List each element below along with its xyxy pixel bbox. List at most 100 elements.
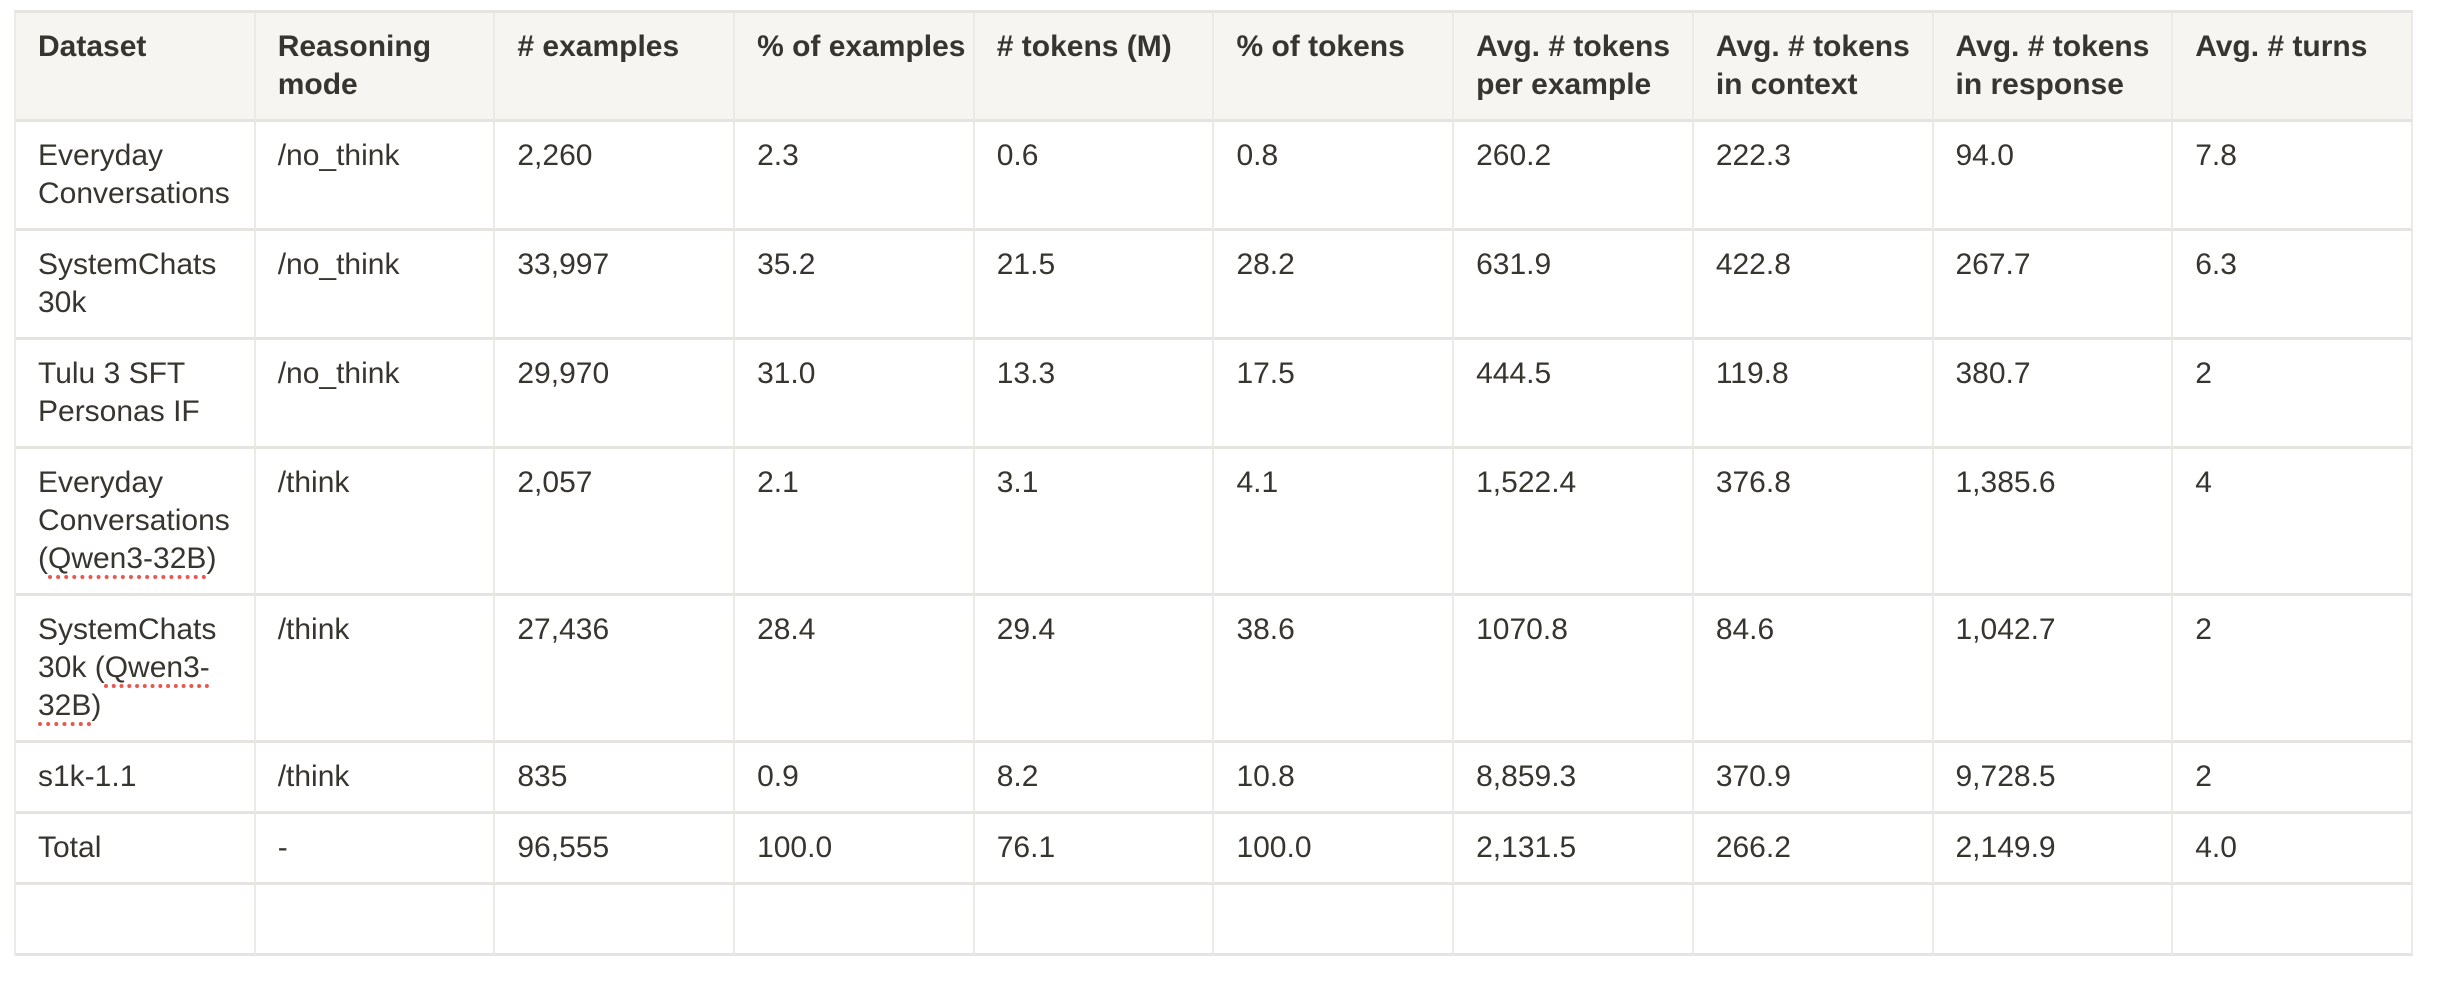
pct-tokens-cell[interactable]: 4.1 — [1214, 449, 1455, 596]
avg-tokens-in-context-cell[interactable]: 266.2 — [1693, 814, 1934, 885]
avg-turns-cell[interactable]: 6.3 — [2173, 231, 2413, 340]
avg-tokens-in-context-cell[interactable]: 119.8 — [1693, 340, 1934, 449]
column-header-avg-tokens-in-response[interactable]: Avg. # tokens in response — [1933, 13, 2174, 122]
num-tokens-cell[interactable]: 21.5 — [974, 231, 1215, 340]
num-examples-cell[interactable]: 29,970 — [495, 340, 736, 449]
reasoning-mode-cell[interactable]: /no_think — [255, 340, 496, 449]
dataset-cell[interactable]: Everyday Conversations (Qwen3-32B) — [16, 449, 256, 596]
empty-cell[interactable] — [1454, 885, 1694, 956]
avg-turns-cell[interactable]: 4 — [2173, 449, 2413, 596]
pct-examples-cell[interactable]: 2.1 — [735, 449, 975, 596]
pct-examples-cell[interactable]: 31.0 — [735, 340, 975, 449]
dataset-name: Everyday Conversations ( — [38, 466, 230, 575]
reasoning-mode-cell[interactable]: /think — [255, 449, 496, 596]
pct-examples-cell[interactable]: 100.0 — [735, 814, 975, 885]
reasoning-mode-cell[interactable]: /no_think — [255, 122, 496, 231]
pct-tokens-cell[interactable]: 0.8 — [1214, 122, 1455, 231]
avg-turns-cell[interactable]: 7.8 — [2173, 122, 2413, 231]
column-header-dataset[interactable]: Dataset — [16, 13, 256, 122]
avg-tokens-per-example-cell[interactable]: 260.2 — [1454, 122, 1694, 231]
avg-turns-cell[interactable]: 2 — [2173, 340, 2413, 449]
column-header-avg-tokens-per-example[interactable]: Avg. # tokens per example — [1454, 13, 1694, 122]
dataset-name-suffix: ) — [91, 689, 102, 722]
dataset-name: s1k-1.1 — [38, 760, 137, 793]
avg-tokens-in-response-cell[interactable]: 380.7 — [1933, 340, 2174, 449]
empty-cell[interactable] — [1214, 885, 1455, 956]
pct-tokens-cell[interactable]: 100.0 — [1214, 814, 1455, 885]
dataset-cell[interactable]: SystemChats 30k (Qwen3-32B) — [16, 596, 256, 743]
table-row-everyday-conversations: Everyday Conversations /no_think 2,260 2… — [16, 122, 2413, 231]
avg-tokens-in-context-cell[interactable]: 222.3 — [1693, 122, 1934, 231]
pct-tokens-cell[interactable]: 28.2 — [1214, 231, 1455, 340]
pct-tokens-cell[interactable]: 10.8 — [1214, 743, 1455, 814]
avg-tokens-in-response-cell[interactable]: 2,149.9 — [1933, 814, 2174, 885]
pct-tokens-cell[interactable]: 38.6 — [1214, 596, 1455, 743]
num-examples-cell[interactable]: 835 — [495, 743, 736, 814]
avg-tokens-in-response-cell[interactable]: 94.0 — [1933, 122, 2174, 231]
avg-tokens-per-example-cell[interactable]: 2,131.5 — [1454, 814, 1694, 885]
num-tokens-cell[interactable]: 13.3 — [974, 340, 1215, 449]
dataset-cell[interactable]: Everyday Conversations — [16, 122, 256, 231]
dataset-name: SystemChats 30k ( — [38, 613, 217, 684]
column-header-pct-examples[interactable]: % of examples — [735, 13, 975, 122]
avg-tokens-in-response-cell[interactable]: 267.7 — [1933, 231, 2174, 340]
reasoning-mode-cell[interactable]: /think — [255, 596, 496, 743]
avg-turns-cell[interactable]: 4.0 — [2173, 814, 2413, 885]
dataset-cell[interactable]: Tulu 3 SFT Personas IF — [16, 340, 256, 449]
num-tokens-cell[interactable]: 3.1 — [974, 449, 1215, 596]
dataset-cell[interactable]: s1k-1.1 — [16, 743, 256, 814]
avg-tokens-in-context-cell[interactable]: 376.8 — [1693, 449, 1934, 596]
avg-tokens-per-example-cell[interactable]: 631.9 — [1454, 231, 1694, 340]
empty-cell[interactable] — [255, 885, 496, 956]
avg-tokens-in-response-cell[interactable]: 1,042.7 — [1933, 596, 2174, 743]
dataset-name-suffix: ) — [206, 542, 217, 575]
dataset-cell[interactable]: Total — [16, 814, 256, 885]
dataset-cell[interactable]: SystemChats 30k — [16, 231, 256, 340]
spellcheck-marked-text: Qwen3-32B — [48, 542, 207, 575]
avg-tokens-in-response-cell[interactable]: 9,728.5 — [1933, 743, 2174, 814]
column-header-avg-turns[interactable]: Avg. # turns — [2173, 13, 2413, 122]
pct-examples-cell[interactable]: 28.4 — [735, 596, 975, 743]
pct-tokens-cell[interactable]: 17.5 — [1214, 340, 1455, 449]
num-tokens-cell[interactable]: 29.4 — [974, 596, 1215, 743]
avg-turns-cell[interactable]: 2 — [2173, 743, 2413, 814]
avg-tokens-per-example-cell[interactable]: 1,522.4 — [1454, 449, 1694, 596]
pct-examples-cell[interactable]: 0.9 — [735, 743, 975, 814]
avg-tokens-per-example-cell[interactable]: 444.5 — [1454, 340, 1694, 449]
empty-cell[interactable] — [974, 885, 1215, 956]
empty-cell[interactable] — [495, 885, 736, 956]
empty-cell[interactable] — [2173, 885, 2413, 956]
column-header-pct-tokens[interactable]: % of tokens — [1214, 13, 1455, 122]
avg-tokens-in-context-cell[interactable]: 370.9 — [1693, 743, 1934, 814]
column-header-num-examples[interactable]: # examples — [495, 13, 736, 122]
avg-turns-cell[interactable]: 2 — [2173, 596, 2413, 743]
dataset-name: SystemChats 30k — [38, 248, 217, 319]
empty-cell[interactable] — [1693, 885, 1934, 956]
num-examples-cell[interactable]: 27,436 — [495, 596, 736, 743]
empty-cell[interactable] — [735, 885, 975, 956]
reasoning-mode-cell[interactable]: - — [255, 814, 496, 885]
avg-tokens-per-example-cell[interactable]: 1070.8 — [1454, 596, 1694, 743]
num-examples-cell[interactable]: 33,997 — [495, 231, 736, 340]
empty-cell[interactable] — [1933, 885, 2174, 956]
reasoning-mode-cell[interactable]: /no_think — [255, 231, 496, 340]
num-examples-cell[interactable]: 2,057 — [495, 449, 736, 596]
column-header-reasoning-mode[interactable]: Reasoning mode — [255, 13, 496, 122]
empty-row — [16, 885, 2413, 956]
num-tokens-cell[interactable]: 0.6 — [974, 122, 1215, 231]
reasoning-mode-cell[interactable]: /think — [255, 743, 496, 814]
num-examples-cell[interactable]: 96,555 — [495, 814, 736, 885]
num-examples-cell[interactable]: 2,260 — [495, 122, 736, 231]
avg-tokens-in-context-cell[interactable]: 422.8 — [1693, 231, 1934, 340]
num-tokens-cell[interactable]: 76.1 — [974, 814, 1215, 885]
dataset-name: Total — [38, 831, 102, 864]
avg-tokens-in-context-cell[interactable]: 84.6 — [1693, 596, 1934, 743]
column-header-avg-tokens-in-context[interactable]: Avg. # tokens in context — [1693, 13, 1934, 122]
num-tokens-cell[interactable]: 8.2 — [974, 743, 1215, 814]
avg-tokens-per-example-cell[interactable]: 8,859.3 — [1454, 743, 1694, 814]
empty-cell[interactable] — [16, 885, 256, 956]
pct-examples-cell[interactable]: 2.3 — [735, 122, 975, 231]
pct-examples-cell[interactable]: 35.2 — [735, 231, 975, 340]
avg-tokens-in-response-cell[interactable]: 1,385.6 — [1933, 449, 2174, 596]
column-header-num-tokens[interactable]: # tokens (M) — [974, 13, 1215, 122]
